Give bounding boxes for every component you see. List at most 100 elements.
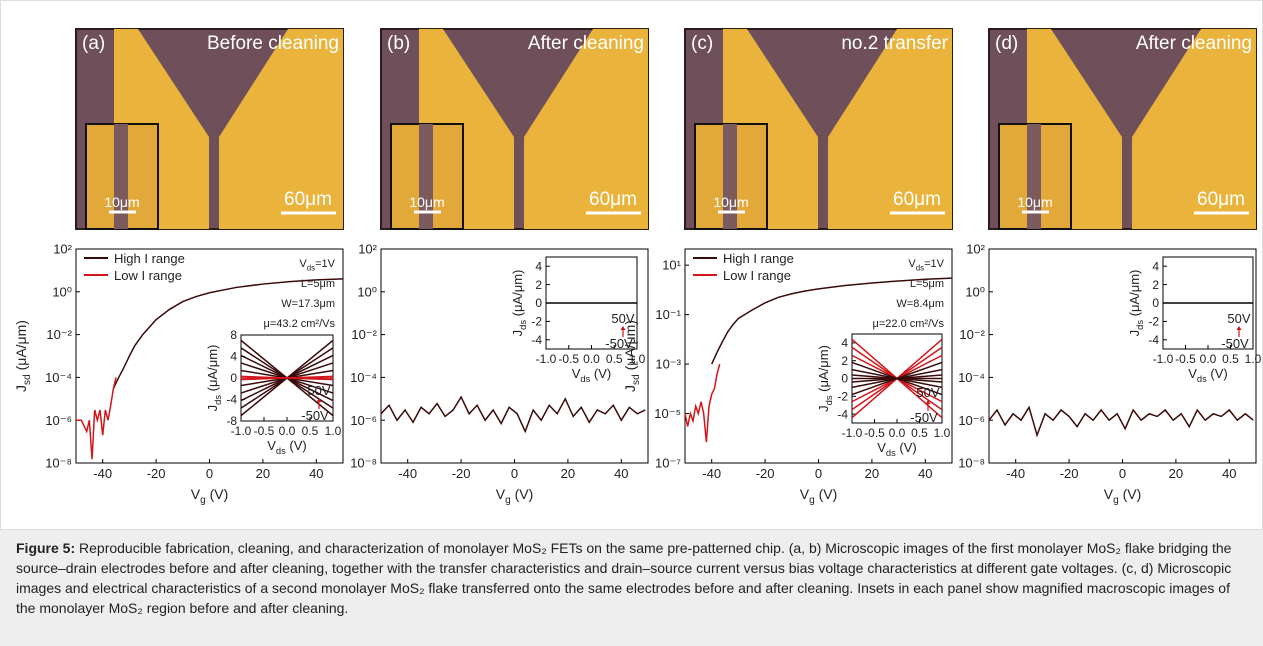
text-part: (μA/μm) (13, 320, 29, 374)
x-tick-label: 0.5 (302, 424, 319, 438)
x-tick-label: 1.0 (934, 426, 951, 440)
x-tick-label: 0 (511, 466, 518, 481)
y-tick-label: -4 (837, 407, 848, 421)
y-tick-label: 10⁻⁷ (655, 456, 681, 471)
scale-label: 60μm (1197, 189, 1245, 210)
y-tick-label: 10⁰ (52, 284, 72, 299)
x-tick-label: -40 (1006, 466, 1025, 481)
text-part: μ=43.2 cm²/Vs (264, 318, 336, 330)
text-part: V (1188, 366, 1197, 381)
subscript: ds (276, 446, 286, 456)
y-tick-label: -2 (1148, 315, 1159, 329)
x-tick-label: 0 (206, 466, 213, 481)
caption-text: Reproducible fabrication, cleaning, and … (16, 540, 1231, 616)
y-tick-label: 10⁻⁴ (45, 370, 72, 385)
page: (a)Before cleaning10μm60μm(b)After clean… (0, 0, 1263, 646)
x-tick-label: -0.5 (558, 352, 579, 366)
y-tick-label: 10¹ (662, 258, 681, 273)
y-tick-label: 10⁻⁵ (654, 406, 681, 421)
x-tick-label: 40 (918, 466, 932, 481)
y-tick-label: 4 (230, 350, 237, 364)
y-tick-label: 10⁻⁶ (45, 413, 72, 428)
y-tick-label: 0 (230, 371, 237, 385)
x-tick-label: -1.0 (842, 426, 863, 440)
x-tick-label: -0.5 (1175, 352, 1196, 366)
annotation: L=5μm (910, 278, 944, 290)
x-axis-label: Vg (V) (191, 486, 229, 506)
scale-label: 60μm (893, 189, 941, 210)
y-tick-label: 10⁻² (46, 327, 72, 342)
x-tick-label: 1.0 (1245, 352, 1262, 366)
text-part: (V) (1207, 366, 1228, 381)
x-tick-label: 0.5 (1222, 352, 1239, 366)
x-tick-label: 20 (256, 466, 270, 481)
inset-annotation: -50V (301, 408, 329, 423)
y-tick-label: 10⁻⁸ (350, 456, 377, 471)
annotation: W=17.3μm (281, 298, 335, 310)
panel-label: (a) (82, 33, 105, 54)
x-tick-label: 0.0 (1200, 352, 1217, 366)
x-tick-label: 0.0 (583, 352, 600, 366)
legend-label: High I range (723, 251, 794, 266)
text-part: =1V (924, 258, 945, 270)
x-tick-label: -0.5 (864, 426, 885, 440)
x-tick-label: -40 (398, 466, 417, 481)
x-tick-label: 40 (1222, 466, 1236, 481)
annotation: μ=22.0 cm²/Vs (873, 318, 945, 330)
panel-title: no.2 transfer (841, 33, 948, 54)
x-axis-label: Vg (V) (496, 486, 534, 506)
y-tick-label: -2 (531, 315, 542, 329)
annotation: L=5μm (301, 278, 335, 290)
panel-label: (c) (691, 33, 713, 54)
text-part: J (622, 385, 638, 392)
y-tick-label: 4 (841, 336, 848, 350)
legend-label: Low I range (723, 268, 791, 283)
text-part: (V) (286, 438, 307, 453)
y-tick-label: 10⁻² (959, 327, 985, 342)
text-part: μ=22.0 cm²/Vs (873, 318, 945, 330)
subscript: ds (916, 263, 924, 272)
text-part: J (13, 385, 29, 392)
text-part: W=17.3μm (281, 298, 335, 310)
panel-title: After cleaning (528, 33, 644, 54)
subscript: ds (824, 395, 834, 405)
y-tick-label: 10⁻⁴ (350, 370, 377, 385)
text-part: (μA/μm) (622, 320, 638, 374)
y-tick-label: 10² (358, 242, 377, 257)
inset-annotation: 50V (916, 385, 939, 400)
y-tick-label: -4 (226, 393, 237, 407)
x-tick-label: -20 (147, 466, 166, 481)
inset-scale-label: 10μm (1017, 194, 1052, 210)
text-part: (V) (511, 486, 534, 502)
y-tick-label: 10⁰ (357, 284, 377, 299)
annotation: W=8.4μm (896, 298, 944, 310)
x-tick-label: -20 (452, 466, 471, 481)
x-tick-label: 0.5 (911, 426, 928, 440)
y-tick-label: 0 (841, 372, 848, 386)
inset-annotation: 50V (307, 383, 330, 398)
x-tick-label: -20 (756, 466, 775, 481)
text-part: (V) (590, 366, 611, 381)
y-tick-label: -2 (837, 390, 848, 404)
y-tick-label: 0 (1152, 296, 1159, 310)
subscript: ds (1135, 320, 1145, 330)
scale-label: 60μm (589, 189, 637, 210)
x-tick-label: 40 (309, 466, 323, 481)
inset-annotation: 50V (1227, 311, 1250, 326)
subscript: ds (518, 320, 528, 330)
y-tick-label: 10² (966, 242, 985, 257)
y-tick-label: 4 (1152, 259, 1159, 273)
y-tick-label: 10⁻² (351, 327, 377, 342)
x-tick-label: -40 (702, 466, 721, 481)
text-part: (μA/μm) (510, 270, 525, 320)
panel-title: Before cleaning (207, 33, 339, 54)
x-axis-label: Vg (V) (800, 486, 838, 506)
x-tick-label: 40 (614, 466, 628, 481)
text-part: V (572, 366, 581, 381)
subscript: sd (22, 374, 33, 385)
subscript: ds (580, 374, 590, 384)
text-part: =1V (315, 258, 336, 270)
